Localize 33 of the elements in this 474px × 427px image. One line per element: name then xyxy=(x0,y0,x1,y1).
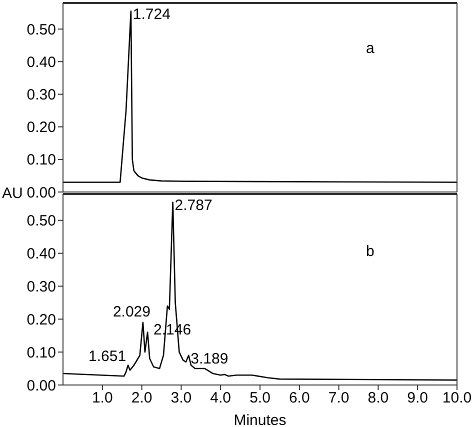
x-tick-label: 5.0 xyxy=(250,390,270,407)
y-tick-label: 0.40 xyxy=(26,54,56,71)
y-tick-label: 0.30 xyxy=(26,278,56,296)
annotation: 1.724 xyxy=(132,6,170,24)
x-tick-label: 7.0 xyxy=(328,390,350,407)
x-axis-title: Minutes xyxy=(234,412,286,427)
y-tick-label: 0.40 xyxy=(26,246,56,263)
x-tick-label: 4.0 xyxy=(210,390,232,407)
annotation: 2.787 xyxy=(174,197,212,214)
x-tick-label: 8.0 xyxy=(368,390,389,407)
annotation: 1.651 xyxy=(88,348,126,366)
y-tick-label: 0.10 xyxy=(26,344,56,362)
y-tick-label: 0.30 xyxy=(26,86,56,104)
x-tick-label: 1.0 xyxy=(92,390,113,407)
x-tick-label: 6.0 xyxy=(288,390,310,407)
x-tick-label: 9.0 xyxy=(407,390,428,407)
x-tick-label: 3.0 xyxy=(170,390,192,407)
y-axis-title: AU xyxy=(2,185,23,202)
annotation: 2.029 xyxy=(112,303,150,320)
annotation: a xyxy=(366,40,374,57)
line-series xyxy=(63,202,457,381)
line-series xyxy=(63,10,457,183)
y-tick-label: 0.20 xyxy=(26,119,56,136)
y-tick-label: 0.10 xyxy=(26,152,56,169)
annotation: 3.189 xyxy=(190,350,228,368)
y-tick-label: 0.00 xyxy=(26,184,56,202)
y-tick-label: 0.20 xyxy=(26,311,56,328)
x-tick-label: 10.0 xyxy=(442,390,472,407)
y-tick-label: 0.00 xyxy=(26,377,56,394)
y-tick-label: 0.50 xyxy=(26,212,56,230)
y-tick-label: 0.50 xyxy=(26,21,56,38)
x-tick-label: 2.0 xyxy=(131,390,152,407)
annotation: b xyxy=(366,243,374,260)
